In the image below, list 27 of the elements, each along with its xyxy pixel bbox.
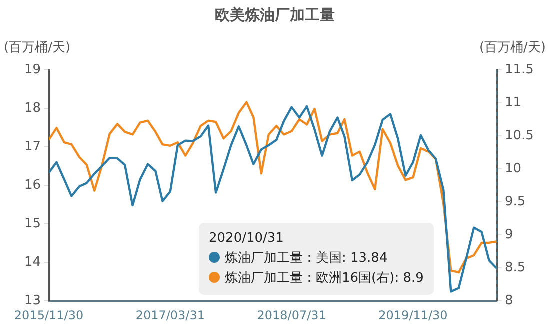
legend-label: 炼油厂加工量：欧洲16国(右) <box>225 271 395 286</box>
y-tick-label: 16 <box>24 178 41 193</box>
annotation: : 13.84 <box>342 251 388 266</box>
y-axis-title: (百万桶/天) <box>4 40 71 56</box>
y2-tick-label: 10 <box>505 161 522 176</box>
y-tick-label: 17 <box>24 139 41 154</box>
y2-tick-label: 11.5 <box>505 62 534 78</box>
x-tick-label: 2015/11/30 <box>14 308 84 322</box>
y2-tick-label: 9 <box>505 227 514 242</box>
y-tick-label: 14 <box>24 254 41 270</box>
y-tick-label: 18 <box>24 100 41 116</box>
y-tick-label: 19 <box>24 62 41 78</box>
y-tick-label: 13 <box>24 293 41 308</box>
chart-title: 欧美炼油厂加工量 <box>215 6 335 24</box>
legend-label: 炼油厂加工量：美国 <box>225 251 342 266</box>
y2-tick-label: 8.5 <box>505 260 526 276</box>
x-tick-label: 2019/11/30 <box>378 308 448 322</box>
y2-tick-label: 8 <box>505 293 514 308</box>
x-tick-label: 2018/07/31 <box>257 308 326 322</box>
y-tick-label: 15 <box>24 216 41 232</box>
y2-tick-label: 9.5 <box>505 194 526 210</box>
annotation: 2020/10/31 <box>209 230 285 248</box>
x-tick-label: 2017/03/31 <box>136 308 205 322</box>
y2-tick-label: 10.5 <box>505 128 534 144</box>
annotation: : 8.9 <box>394 271 424 286</box>
y2-tick-label: 11 <box>505 95 522 110</box>
y2-axis-title: (百万桶/天) <box>479 40 546 56</box>
